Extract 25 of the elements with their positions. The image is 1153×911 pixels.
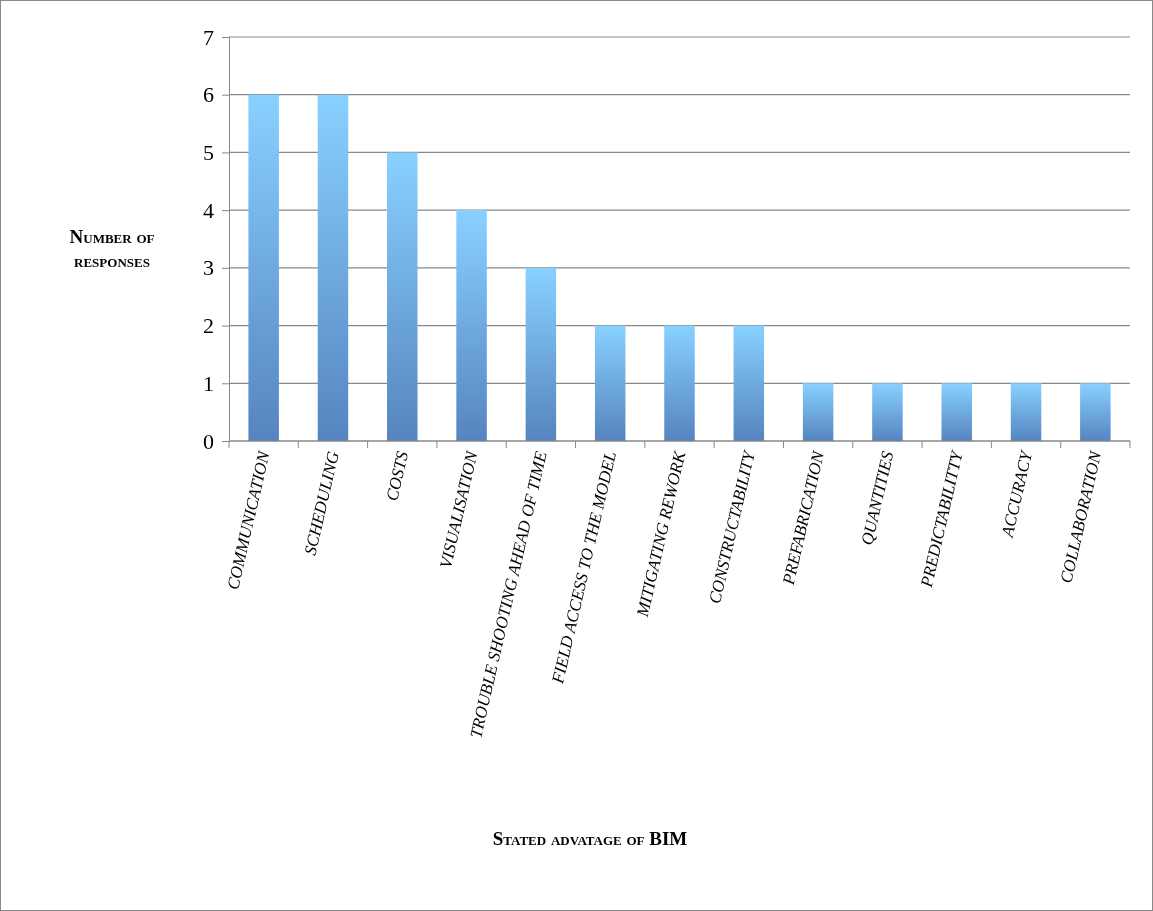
bar bbox=[733, 325, 765, 441]
bar bbox=[1010, 383, 1042, 441]
bar bbox=[387, 152, 418, 441]
y-tick-label: 6 bbox=[203, 82, 214, 108]
bar bbox=[456, 210, 487, 441]
bar bbox=[802, 383, 834, 441]
y-tick-label: 7 bbox=[203, 24, 214, 50]
y-tick-label: 5 bbox=[203, 139, 214, 165]
bar bbox=[525, 267, 557, 441]
bar bbox=[594, 325, 626, 441]
y-tick-label: 1 bbox=[203, 370, 214, 396]
y-tick-label: 0 bbox=[203, 428, 214, 454]
bar bbox=[1080, 383, 1111, 441]
x-axis-title: Stated advatage of BIM bbox=[492, 828, 688, 849]
x-tick-label: COSTS bbox=[382, 449, 413, 503]
y-axis-title: Number of responses bbox=[69, 226, 155, 271]
bar bbox=[664, 325, 695, 441]
bar bbox=[872, 383, 903, 441]
y-tick-label: 4 bbox=[203, 197, 214, 223]
bar bbox=[941, 383, 972, 441]
x-tick-label: FIELD ACCESS TO THE MODEL bbox=[547, 449, 621, 687]
y-tick-label: 3 bbox=[203, 255, 214, 281]
y-tick-label: 2 bbox=[203, 313, 214, 339]
bar bbox=[317, 94, 349, 441]
bar bbox=[248, 94, 279, 441]
